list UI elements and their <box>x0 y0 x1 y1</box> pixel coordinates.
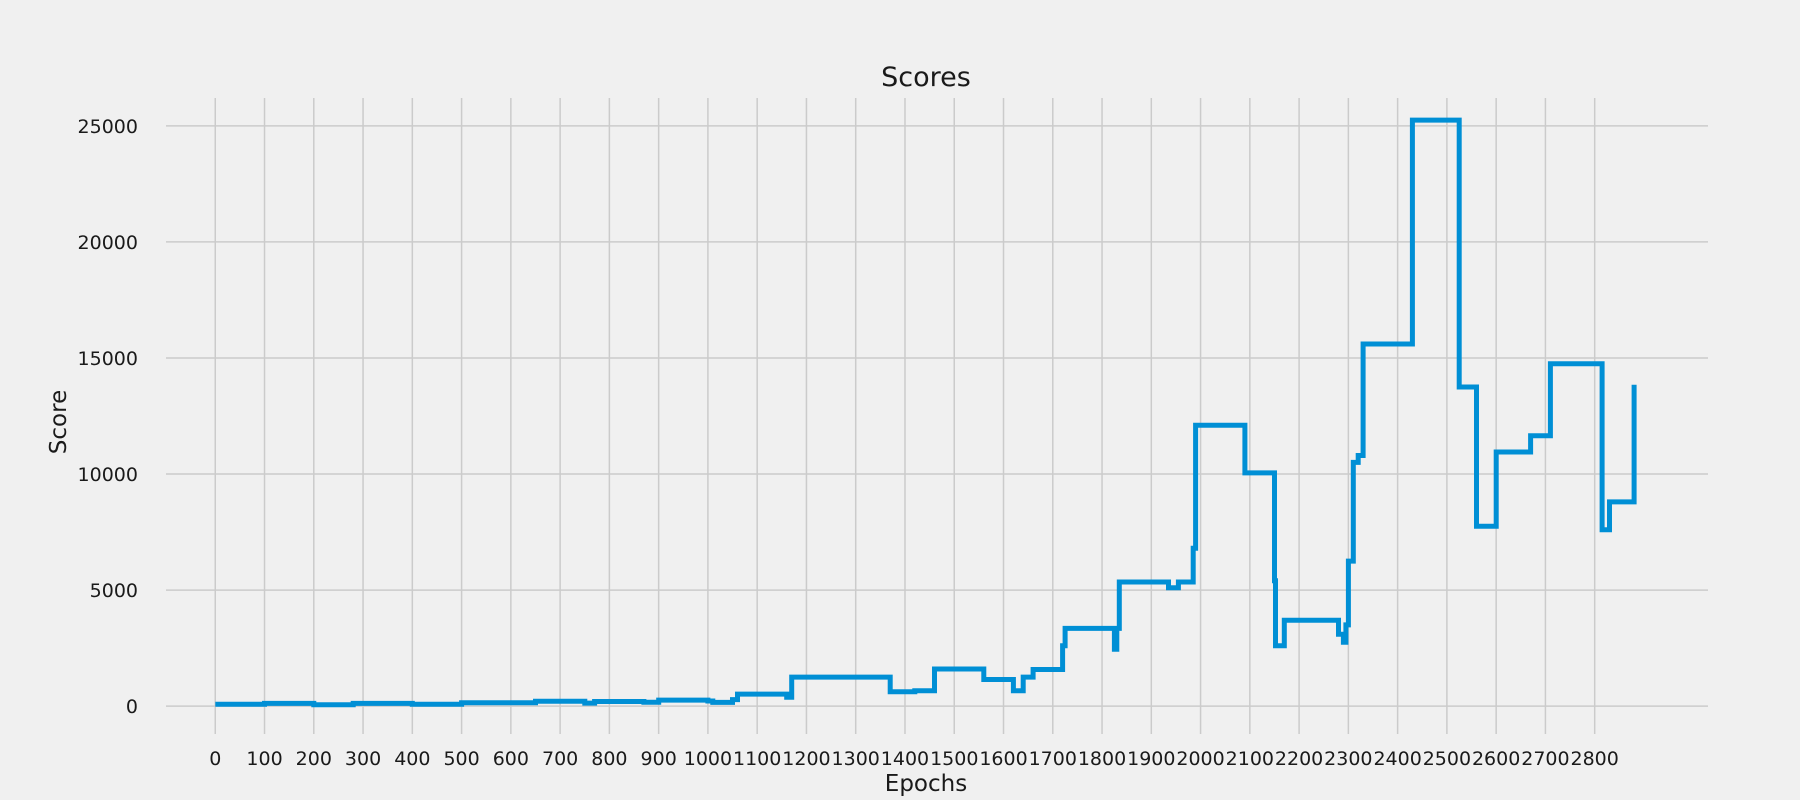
x-tick-label: 2700 <box>1521 748 1569 770</box>
x-tick-label: 2300 <box>1324 748 1372 770</box>
x-tick-label: 0 <box>209 748 221 770</box>
x-tick-label: 2000 <box>1176 748 1224 770</box>
grid-layer <box>166 98 1708 734</box>
x-tick-label: 1400 <box>881 748 929 770</box>
x-tick-label: 1500 <box>930 748 978 770</box>
x-tick-label: 1100 <box>733 748 781 770</box>
x-tick-label: 2800 <box>1571 748 1619 770</box>
x-tick-label: 500 <box>443 748 479 770</box>
tick-label-layer: 0 100 200 300 400 500 600 700 800 900 1000 1100 1200… <box>78 116 1619 770</box>
x-tick-label: 900 <box>641 748 677 770</box>
x-tick-label: 1000 <box>684 748 732 770</box>
x-tick-label: 1200 <box>782 748 830 770</box>
x-tick-label: 1300 <box>832 748 880 770</box>
x-tick-label: 800 <box>591 748 627 770</box>
x-tick-label: 700 <box>542 748 578 770</box>
x-axis-label: Epochs <box>885 771 967 797</box>
chart-title: Scores <box>881 62 971 93</box>
x-tick-label: 2400 <box>1373 748 1421 770</box>
x-tick-label: 2200 <box>1275 748 1323 770</box>
x-tick-label: 300 <box>345 748 381 770</box>
series-line-scores <box>215 117 1637 708</box>
x-tick-label: 1800 <box>1078 748 1126 770</box>
y-tick-label: 0 <box>126 696 138 718</box>
x-tick-label: 2500 <box>1423 748 1471 770</box>
x-tick-label: 600 <box>493 748 529 770</box>
y-tick-label: 5000 <box>90 580 138 602</box>
x-tick-label: 2100 <box>1226 748 1274 770</box>
y-tick-label: 10000 <box>78 464 138 486</box>
y-tick-label: 25000 <box>78 116 138 138</box>
y-axis-label: Score <box>46 390 72 454</box>
x-tick-label: 400 <box>394 748 430 770</box>
x-tick-label: 2600 <box>1472 748 1520 770</box>
x-tick-label: 1600 <box>979 748 1027 770</box>
y-tick-label: 15000 <box>78 348 138 370</box>
x-tick-label: 1700 <box>1029 748 1077 770</box>
x-tick-label: 1900 <box>1127 748 1175 770</box>
x-tick-label: 100 <box>246 748 282 770</box>
x-tick-label: 200 <box>296 748 332 770</box>
y-tick-label: 20000 <box>78 232 138 254</box>
